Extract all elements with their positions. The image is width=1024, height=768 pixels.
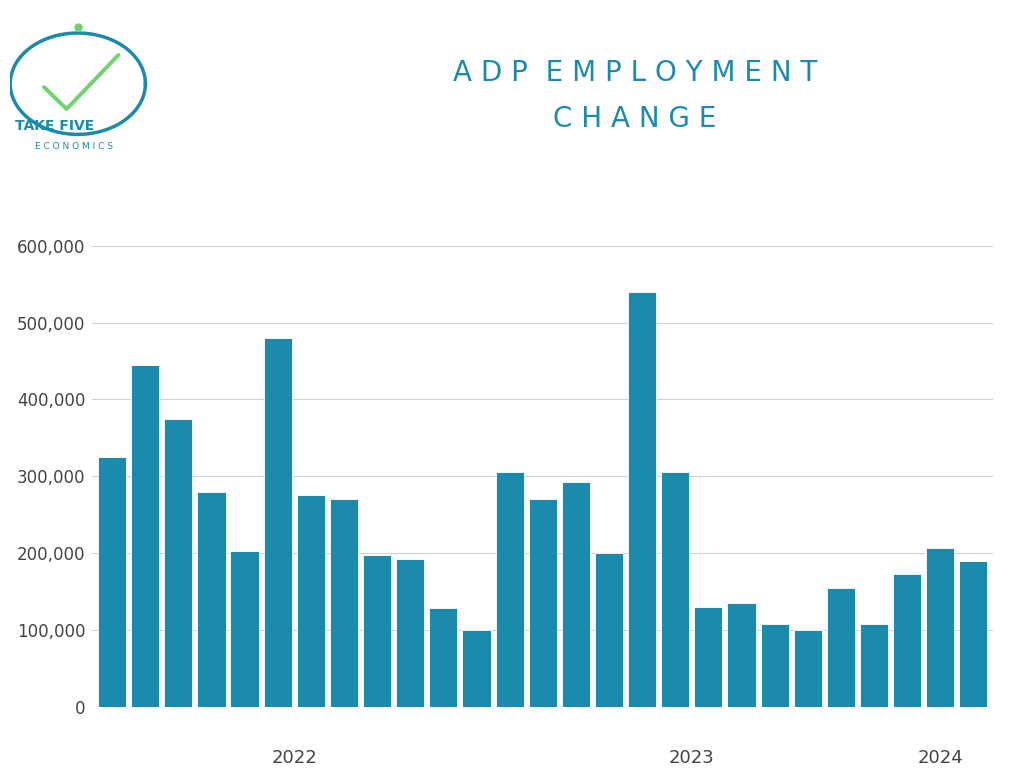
Bar [959,561,987,707]
Bar [98,457,126,707]
Bar [230,551,259,707]
Bar [528,499,557,707]
Bar [263,338,292,707]
Text: 2022: 2022 [271,749,317,766]
Bar [362,555,391,707]
Bar [198,492,225,707]
Bar [926,548,954,707]
Text: A D P  E M P L O Y M E N T: A D P E M P L O Y M E N T [453,59,817,87]
Bar [662,472,689,707]
Bar [826,588,855,707]
Bar [761,624,788,707]
Bar [463,630,490,707]
Text: E C O N O M I C S: E C O N O M I C S [35,142,113,151]
Bar [727,603,756,707]
Bar [131,365,160,707]
Bar [164,419,193,707]
Bar [860,624,888,707]
Text: C H A N G E: C H A N G E [553,105,717,133]
Text: 2024: 2024 [918,749,964,766]
Bar [595,553,623,707]
Bar [396,559,424,707]
Bar [794,630,822,707]
Bar [330,499,358,707]
Bar [628,292,656,707]
Bar [496,472,523,707]
Bar [297,495,325,707]
Text: TAKE FIVE: TAKE FIVE [14,119,94,133]
Bar [429,608,458,707]
Bar [893,574,922,707]
Bar [562,482,590,707]
Bar [694,607,723,707]
Text: 2023: 2023 [669,749,715,766]
